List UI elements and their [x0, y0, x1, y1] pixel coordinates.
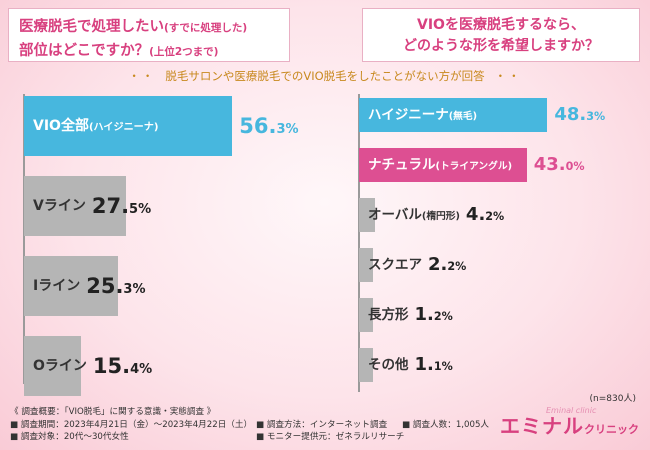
- logo-signature: Eminal clinic: [546, 406, 597, 415]
- bar-label-main: ハイジニーナ: [368, 107, 449, 123]
- bar-value-1: 56.3%: [239, 114, 299, 138]
- bar-1: [359, 98, 548, 132]
- bar-value-4: 15.4%: [92, 354, 153, 378]
- footer-provider: ■ モニター提供元：ゼネラルリサーチ: [256, 432, 405, 442]
- bar-label-2: Vライン: [33, 176, 86, 236]
- bar-label-main: Oライン: [33, 358, 87, 374]
- bar-value-4: 2.2%: [428, 254, 467, 275]
- footer-method: ■ 調査方法：インターネット調査: [256, 419, 388, 430]
- bar-label-sub: (ハイジニーナ): [88, 122, 159, 133]
- bar-1: [24, 96, 233, 156]
- question-right-box: VIOを医療脱毛するなら、 どのような形を希望しますか？: [362, 8, 640, 62]
- footer-row-1: ■ 調査期間：2023年4月21日（金）～2023年4月22日（土） ■ 調査方…: [10, 419, 489, 432]
- bar-label-1: VIO全部(ハイジニーナ): [33, 96, 158, 158]
- bar-label-main: VIO全部: [33, 118, 89, 134]
- bar-label-4: Oライン: [33, 336, 87, 396]
- bar-value-3: 25.3%: [86, 274, 146, 298]
- bar-3: [359, 198, 376, 232]
- bar-label-main: スクエア: [368, 257, 422, 273]
- question-right-line1: VIOを医療脱毛するなら、: [417, 17, 585, 33]
- bar-label-3: Iライン: [33, 256, 80, 316]
- bar-label-main: 長方形: [368, 307, 409, 323]
- bar-value-2: 27.5%: [91, 194, 152, 218]
- bar-2: [24, 176, 126, 236]
- bar-label-1: ハイジニーナ(無毛): [368, 98, 477, 134]
- survey-footer: 《 調査概要：「VIO脱毛」に関する意識・実態調査 》 ■ 調査期間：2023年…: [10, 406, 489, 444]
- footer-people: ■ 調査人数：1,005人: [402, 419, 490, 430]
- bar-label-main: オーバル: [368, 207, 422, 223]
- bar-5: [359, 298, 373, 332]
- bar-label-sub: (無毛): [448, 111, 478, 122]
- footer-row-2: ■ 調査対象：20代～30代女性 ■ モニター提供元：ゼネラルリサーチ: [10, 431, 404, 444]
- question-left-box: 医療脱毛で処理したい(すでに処理した) 部位はどこですか？(上位2つまで): [8, 8, 290, 62]
- logo-name: エミナル: [500, 414, 584, 438]
- footer-heading: 《 調査概要：「VIO脱毛」に関する意識・実態調査 》: [10, 407, 216, 417]
- bar-label-5: 長方形: [368, 298, 409, 332]
- footer-target: ■ 調査対象：20代～30代女性: [10, 432, 129, 442]
- bar-6: [359, 348, 373, 382]
- bar-value-2: 43.0%: [533, 154, 585, 175]
- question-left-line1: 医療脱毛で処理したい(すでに処理した): [19, 19, 248, 35]
- bar-value-5: 1.2%: [414, 304, 453, 325]
- footer-period: ■ 調査期間：2023年4月21日（金）～2023年4月22日（土）: [10, 419, 253, 430]
- bar-label-main: ナチュラル: [368, 157, 436, 173]
- bar-3: [24, 256, 118, 316]
- question-left-line2: 部位はどこですか？(上位2つまで): [19, 43, 219, 59]
- logo-name-sub: クリニック: [584, 423, 639, 436]
- bar-label-6: その他: [368, 348, 409, 382]
- bar-value-1: 48.3%: [554, 104, 606, 125]
- question-right-line2: どのような形を希望しますか？: [403, 38, 599, 54]
- bar-2: [359, 148, 527, 182]
- bar-label-4: スクエア: [368, 248, 422, 282]
- bar-label-main: Vライン: [33, 198, 86, 214]
- bar-label-sub: (楕円形): [421, 211, 460, 222]
- bar-label-main: Iライン: [33, 278, 81, 294]
- bar-value-6: 1.1%: [414, 354, 453, 375]
- bar-label-3: オーバル(楕円形): [368, 198, 460, 234]
- bar-label-sub: (トライアングル): [435, 161, 513, 172]
- bar-label-main: その他: [368, 357, 409, 373]
- sample-size: (n=830人): [589, 394, 636, 404]
- bar-value-3: 4.2%: [465, 204, 505, 225]
- chart-axis: [358, 94, 360, 392]
- subtitle: ・・ 脱毛サロンや医療脱毛でのVIO脱毛をしたことがない方が回答 ・・: [128, 69, 522, 83]
- bar-label-2: ナチュラル(トライアングル): [368, 148, 512, 184]
- eminal-clinic-logo: Eminal clinic エミナルクリニック: [500, 406, 639, 439]
- bar-4: [359, 248, 373, 282]
- chart-axis: [23, 94, 25, 384]
- bar-4: [24, 336, 81, 396]
